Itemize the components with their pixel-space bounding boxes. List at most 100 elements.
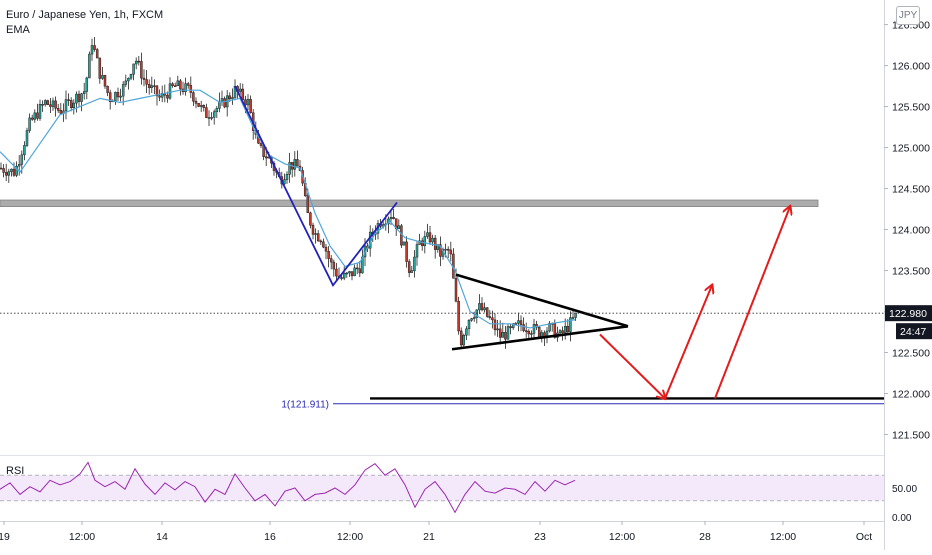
candle-bullish	[415, 244, 419, 258]
candle-bullish	[431, 237, 434, 243]
candle-bullish	[532, 324, 536, 334]
candle-bearish	[428, 232, 432, 243]
candle-bearish	[449, 249, 453, 255]
candle-bullish	[517, 320, 520, 324]
candle-bullish	[496, 328, 499, 331]
legend: Euro / Japanese Yen, 1h, FXCM EMA	[6, 8, 163, 38]
symbol-title[interactable]: Euro / Japanese Yen, 1h, FXCM	[6, 9, 164, 21]
candle-bullish	[540, 332, 544, 337]
candle-bearish	[155, 85, 159, 97]
candle-bullish	[38, 104, 42, 119]
candle-bullish	[134, 60, 138, 65]
candle-bullish	[574, 312, 577, 318]
indicator-label[interactable]: EMA	[6, 24, 30, 36]
candle-bullish	[64, 99, 68, 112]
candle-bullish	[426, 232, 429, 237]
candle-bullish	[558, 330, 562, 334]
candle-bearish	[95, 49, 99, 59]
candle-bullish	[119, 95, 122, 98]
candle-bearish	[140, 61, 143, 79]
candle-bullish	[465, 328, 468, 336]
candle-bullish	[246, 99, 250, 106]
candlesticks	[0, 36, 577, 349]
candle-bearish	[485, 307, 489, 317]
candle-bearish	[457, 300, 460, 332]
candle-bullish	[121, 84, 125, 97]
candle-bullish	[475, 309, 479, 318]
candle-bearish	[173, 85, 177, 87]
candle-bearish	[504, 332, 507, 340]
candle-bearish	[30, 117, 34, 120]
candle-bearish	[67, 99, 70, 101]
rsi-curve	[0, 461, 576, 514]
candle-bearish	[329, 258, 333, 263]
candle-bullish	[402, 241, 406, 246]
candle-bearish	[249, 99, 252, 114]
price-axis[interactable]: 126.500126.000125.500125.000124.500124.0…	[884, 20, 932, 442]
candle-bullish	[168, 83, 172, 99]
candle-bearish	[244, 99, 247, 106]
candle-bearish	[306, 195, 310, 214]
candle-bearish	[12, 168, 16, 176]
price-tick-label: 122.000	[892, 389, 930, 401]
currency-badge[interactable]: JPY	[896, 6, 920, 25]
candle-bullish	[176, 80, 180, 87]
candle-bullish	[207, 117, 211, 119]
candle-bearish	[319, 240, 323, 243]
candle-bullish	[569, 317, 572, 333]
candle-bearish	[202, 105, 206, 108]
candle-bearish	[103, 75, 107, 87]
candle-bearish	[454, 278, 458, 302]
candle-bullish	[314, 233, 317, 235]
projection-arrow	[664, 285, 712, 399]
candle-bearish	[327, 250, 330, 259]
candle-bullish	[72, 102, 76, 108]
rsi-label[interactable]: RSI	[6, 465, 25, 477]
candle-bearish	[446, 248, 450, 251]
candle-bearish	[179, 80, 182, 90]
candle-bullish	[15, 165, 18, 176]
candle-bearish	[36, 112, 39, 119]
candle-bullish	[132, 63, 135, 75]
candle-bearish	[309, 212, 312, 226]
candle-bullish	[129, 74, 133, 79]
candle-bullish	[368, 231, 372, 249]
candle-bearish	[49, 104, 52, 107]
candle-bullish	[90, 45, 94, 55]
candle-bullish	[10, 168, 13, 172]
candle-bearish	[433, 237, 437, 250]
candle-bearish	[205, 107, 208, 118]
candle-bearish	[192, 92, 195, 102]
time-tick-label: 12:00	[770, 531, 796, 543]
time-tick-label: 23	[534, 531, 546, 543]
candle-bearish	[493, 319, 497, 331]
candle-bullish	[345, 272, 349, 275]
price-tick-label: 121.500	[892, 430, 930, 442]
candle-bearish	[561, 330, 564, 334]
candle-bullish	[470, 318, 473, 321]
time-tick-label: 16	[264, 531, 276, 543]
candle-bullish	[25, 130, 29, 146]
candle-bearish	[522, 324, 525, 331]
candle-bullish	[283, 179, 286, 185]
candle-bullish	[82, 91, 86, 94]
countdown-label: 24:47	[900, 326, 926, 338]
candle-bullish	[288, 162, 291, 175]
projection-arrow	[599, 333, 665, 398]
candle-bullish	[127, 77, 130, 82]
candle-bearish	[241, 88, 245, 100]
candle-bullish	[124, 80, 128, 85]
candle-bearish	[4, 172, 8, 176]
candle-bearish	[166, 94, 169, 99]
price-tick-label: 124.500	[892, 184, 930, 196]
time-axis[interactable]: 19 12:00 14 16 12:00 21 23 12:00 28 12:00 Oct	[0, 521, 872, 543]
candle-bearish	[59, 110, 63, 114]
triangle-upper-line	[455, 273, 629, 328]
candle-bullish	[571, 317, 575, 319]
candle-bullish	[423, 236, 427, 247]
candle-bullish	[444, 248, 447, 251]
candle-bullish	[80, 93, 83, 102]
candle-bullish	[215, 108, 219, 113]
